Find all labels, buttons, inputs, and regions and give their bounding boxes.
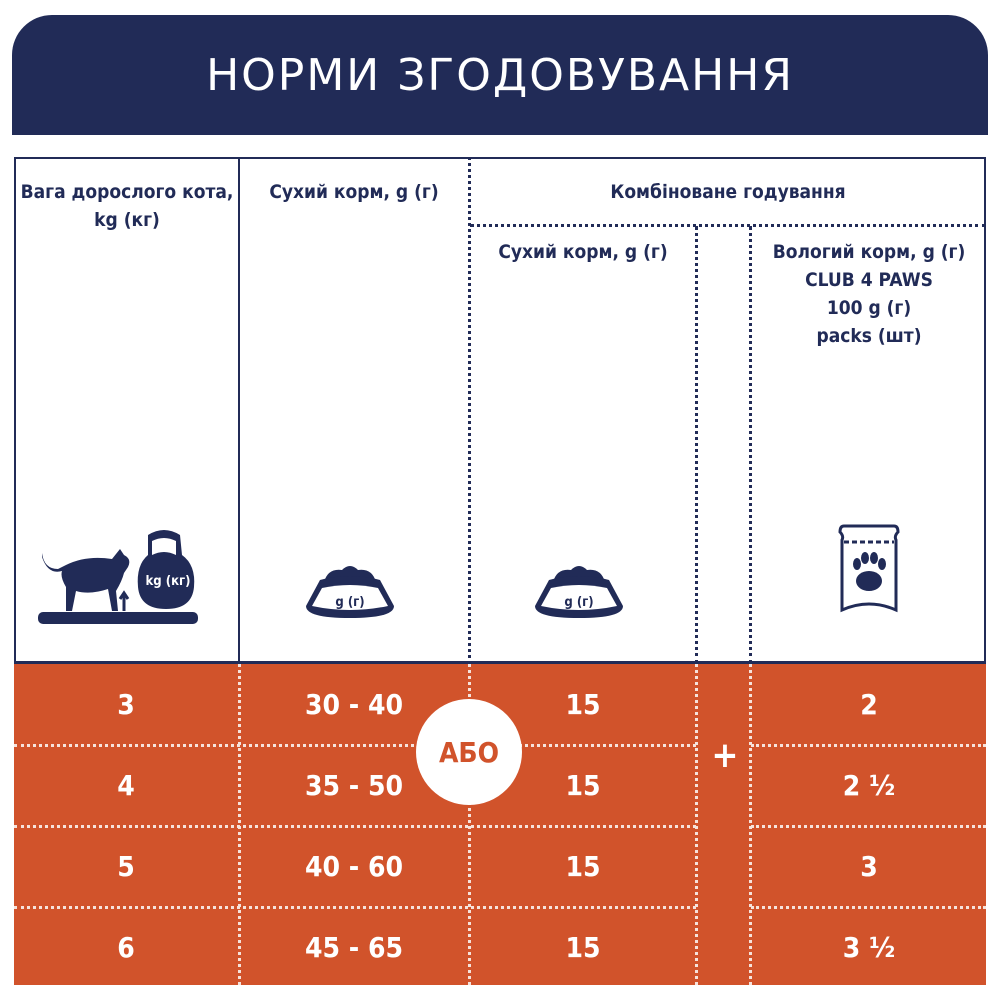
page-title: НОРМИ ЗГОДОВУВАННЯ xyxy=(12,15,988,135)
cell-dry: 45 - 65 xyxy=(304,930,404,964)
divider xyxy=(468,664,471,985)
header-combined: Комбіноване годування xyxy=(610,181,846,203)
divider xyxy=(238,664,241,985)
divider xyxy=(468,157,471,664)
cell-weight: 5 xyxy=(117,849,135,883)
table-header xyxy=(14,157,986,664)
or-badge: АБО xyxy=(416,699,522,805)
header-wet-line: packs (шт) xyxy=(816,325,922,347)
header-wet: Вологий корм, g (г) CLUB 4 PAWS 100 g (г… xyxy=(752,238,986,350)
divider xyxy=(695,664,698,985)
cell-weight: 3 xyxy=(117,687,135,721)
cell-dry: 40 - 60 xyxy=(304,849,404,883)
cell-wet: 2 xyxy=(860,687,878,721)
kettlebell-label: kg (кг) xyxy=(145,574,191,589)
cell-wet: 2 ½ xyxy=(842,768,896,802)
header-combined-dry: Сухий корм, g (г) xyxy=(498,241,668,263)
divider xyxy=(14,825,696,828)
header-weight: Вага дорослого кота, kg (кг) xyxy=(20,181,234,231)
divider xyxy=(695,226,698,664)
cell-dry: 35 - 50 xyxy=(304,768,404,802)
bowl-label: g (г) xyxy=(564,595,594,610)
divider xyxy=(470,224,986,227)
divider xyxy=(238,157,240,664)
header-dry: Сухий корм, g (г) xyxy=(269,181,439,203)
divider xyxy=(749,226,752,664)
divider xyxy=(14,906,696,909)
food-bowl-icon xyxy=(306,566,394,618)
paw-pouch-icon xyxy=(838,524,900,613)
divider xyxy=(751,906,986,909)
divider xyxy=(14,744,696,747)
header-wet-line: Вологий корм, g (г) xyxy=(772,241,966,263)
food-bowl-icon xyxy=(535,566,623,618)
cell-dry: 30 - 40 xyxy=(304,687,404,721)
bowl-label: g (г) xyxy=(335,595,365,610)
cat-scale-kettlebell-icon xyxy=(38,530,198,624)
cell-combined-dry: 15 xyxy=(565,849,601,883)
cell-wet: 3 xyxy=(860,849,878,883)
divider xyxy=(749,664,752,985)
cell-weight: 4 xyxy=(117,768,135,802)
cell-combined-dry: 15 xyxy=(565,930,601,964)
plus-sign: + xyxy=(711,734,739,776)
cell-weight: 6 xyxy=(117,930,135,964)
divider xyxy=(751,825,986,828)
cell-combined-dry: 15 xyxy=(565,687,601,721)
header-wet-line: 100 g (г) xyxy=(826,297,912,319)
divider xyxy=(751,744,986,747)
header-wet-line: CLUB 4 PAWS xyxy=(805,269,933,291)
cell-wet: 3 ½ xyxy=(842,930,896,964)
cell-combined-dry: 15 xyxy=(565,768,601,802)
